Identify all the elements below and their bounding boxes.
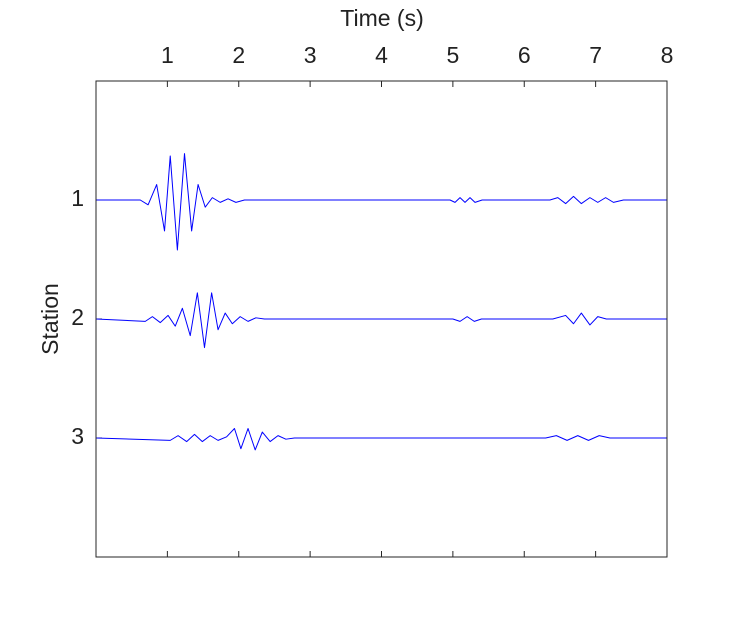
y-tick-label: 1 xyxy=(71,185,84,211)
trace-line xyxy=(95,292,667,349)
x-tick-label: 5 xyxy=(446,42,459,68)
trace-line xyxy=(96,153,667,251)
y-axis-title: Station xyxy=(37,283,63,355)
x-tick-label: 1 xyxy=(161,42,174,68)
x-tick-label: 2 xyxy=(232,42,245,68)
trace-line xyxy=(95,427,667,451)
x-axis-title: Time (s) xyxy=(340,5,423,31)
plot-frame xyxy=(95,80,668,558)
x-tick-label: 7 xyxy=(589,42,602,68)
x-tick-label: 8 xyxy=(661,42,674,68)
x-tick-label: 3 xyxy=(304,42,317,68)
x-tick-label: 4 xyxy=(375,42,388,68)
y-tick-label: 2 xyxy=(71,304,84,330)
y-tick-label: 3 xyxy=(71,423,84,449)
x-tick-label: 6 xyxy=(518,42,531,68)
